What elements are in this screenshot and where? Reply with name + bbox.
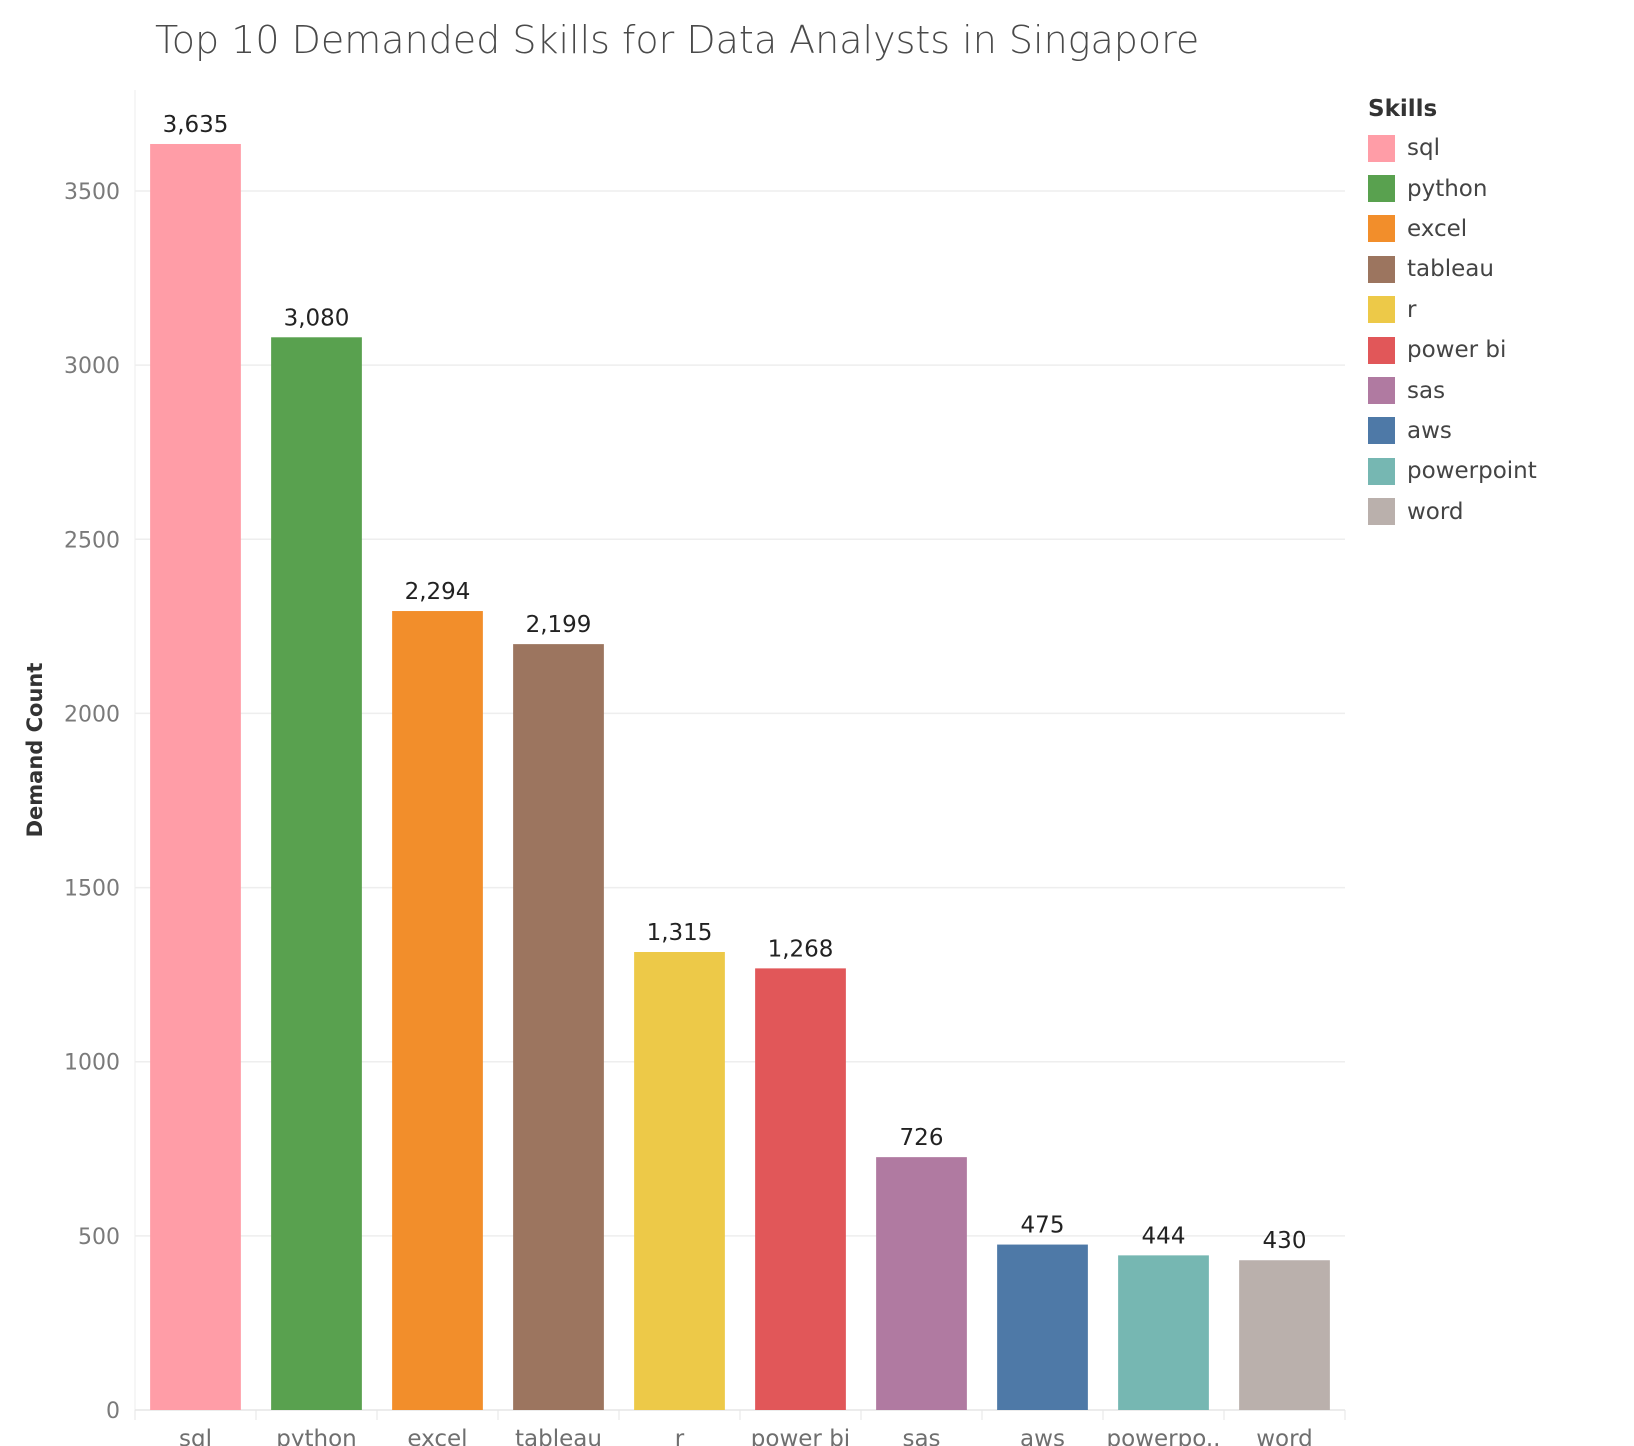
data-label: 475 [1021, 1213, 1065, 1239]
y-tick-label: 3000 [64, 354, 120, 379]
legend-item: power bi [1368, 330, 1537, 370]
x-tick-label: word [1256, 1426, 1313, 1446]
data-label: 1,315 [647, 920, 713, 946]
y-tick-label: 2500 [64, 528, 120, 553]
bar-powerpoint [1118, 1255, 1209, 1410]
data-label: 2,199 [526, 612, 592, 638]
legend-item: sql [1368, 128, 1537, 168]
x-tick-label: sql [179, 1426, 212, 1446]
legend-label: word [1407, 498, 1464, 525]
legend-swatch [1368, 498, 1395, 526]
legend-swatch [1368, 215, 1395, 243]
legend-label: excel [1407, 215, 1468, 242]
legend-label: r [1407, 296, 1417, 323]
bar-sas [876, 1157, 967, 1410]
legend-swatch [1368, 175, 1395, 203]
legend-item: aws [1368, 411, 1537, 451]
legend-item: r [1368, 290, 1537, 330]
legend-item: powerpoint [1368, 451, 1537, 491]
legend-swatch [1368, 336, 1395, 364]
legend-swatch [1368, 255, 1395, 283]
bar-python [271, 337, 362, 1410]
legend-items: sql python excel tableau r power bi sas aws powe… [1368, 128, 1537, 532]
legend-label: tableau [1407, 256, 1494, 283]
bar-r [634, 952, 725, 1410]
y-tick-label: 1000 [64, 1051, 120, 1076]
x-tick-label: powerpo.. [1107, 1426, 1221, 1446]
legend-label: sas [1407, 377, 1446, 404]
bar-power-bi [755, 968, 846, 1410]
bar-excel [392, 611, 483, 1410]
x-tick-label: excel [407, 1426, 467, 1446]
chart-title: Top 10 Demanded Skills for Data Analysts… [155, 18, 1200, 62]
y-tick-label: 500 [78, 1225, 120, 1250]
legend-item: python [1368, 168, 1537, 208]
x-tick-label: tableau [515, 1426, 602, 1446]
legend-item: tableau [1368, 249, 1537, 289]
legend-swatch [1368, 296, 1395, 324]
legend-label: powerpoint [1407, 458, 1537, 485]
data-label: 444 [1142, 1223, 1186, 1249]
data-label: 1,268 [768, 936, 834, 962]
y-axis-title: Demand Count [23, 663, 47, 838]
bar-tableau [513, 644, 604, 1410]
bar-aws [997, 1244, 1088, 1410]
x-tick-label: power bi [751, 1426, 850, 1446]
data-label: 2,294 [405, 579, 471, 605]
bar-sql [150, 143, 241, 1411]
y-axis: 0 500 1000 1500 2000 2500 3000 3500 [64, 180, 120, 1424]
legend-item: excel [1368, 209, 1537, 249]
legend: Skills sql python excel tableau r power bi sas… [1368, 96, 1537, 532]
data-label: 726 [900, 1125, 944, 1151]
x-tick-label: python [276, 1426, 356, 1446]
y-tick-label: 0 [106, 1399, 120, 1424]
legend-swatch [1368, 377, 1395, 405]
legend-label: python [1407, 175, 1488, 202]
legend-label: power bi [1407, 337, 1507, 364]
legend-label: aws [1407, 417, 1452, 444]
bar-word [1239, 1260, 1330, 1410]
legend-swatch [1368, 417, 1395, 445]
legend-swatch [1368, 457, 1395, 485]
x-axis: sql python excel tableau r power bi sas aws powe… [134, 1410, 1346, 1446]
data-label: 3,635 [163, 112, 229, 138]
legend-title: Skills [1368, 96, 1438, 122]
legend-item: sas [1368, 370, 1537, 410]
legend-label: sql [1407, 135, 1440, 162]
y-tick-label: 2000 [64, 702, 120, 727]
legend-swatch [1368, 134, 1395, 162]
x-tick-label: aws [1020, 1426, 1065, 1446]
x-tick-label: r [675, 1426, 685, 1446]
data-label: 3,080 [284, 305, 350, 331]
y-tick-label: 3500 [64, 180, 120, 205]
x-tick-label: sas [902, 1426, 940, 1446]
legend-item: word [1368, 492, 1537, 532]
data-label: 430 [1263, 1228, 1307, 1254]
bars: 3,635 3,080 2,294 2,199 1,315 1,268 726 475 444 4… [150, 112, 1330, 1411]
y-tick-label: 1500 [64, 877, 120, 902]
